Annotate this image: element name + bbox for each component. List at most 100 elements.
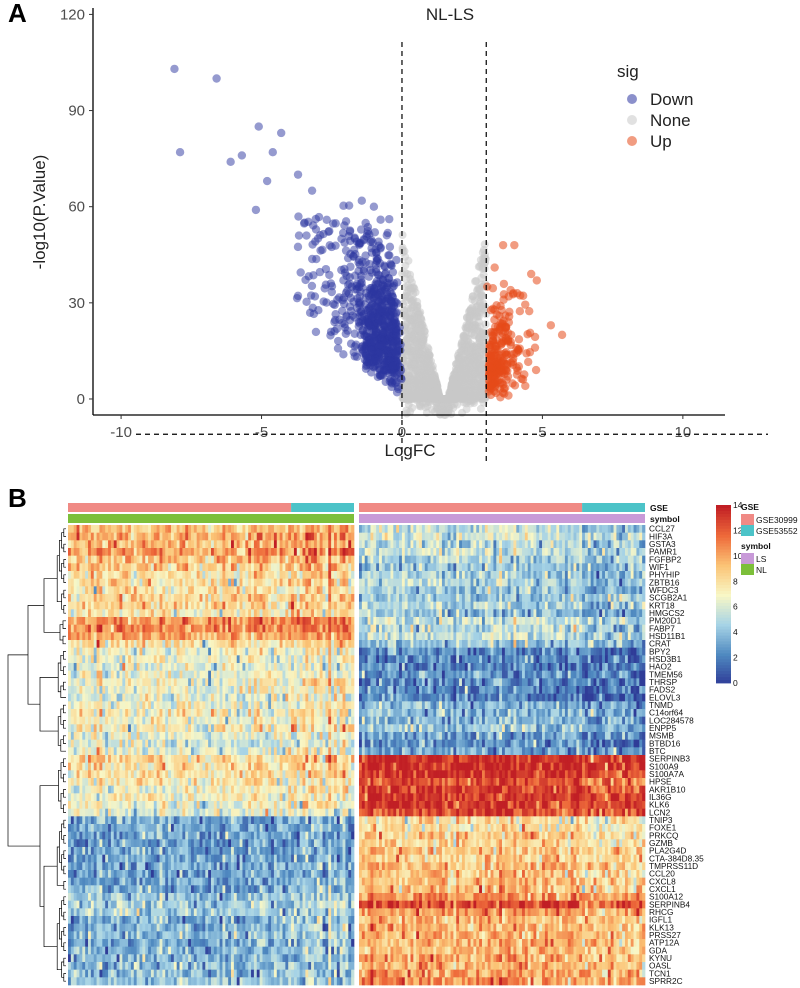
heatmap-cell [539, 532, 543, 541]
heatmap-cell [461, 609, 466, 618]
heatmap-cell [231, 563, 235, 572]
heatmap-cell [156, 532, 160, 541]
heatmap-cell [185, 563, 189, 572]
heatmap-cell [119, 578, 123, 587]
heatmap-cell [211, 594, 215, 603]
heatmap-cell [331, 578, 335, 587]
dendrogram-branch [58, 769, 61, 802]
dendrogram-branch [57, 662, 61, 693]
heatmap-cell [633, 555, 637, 564]
heatmap-cell [496, 609, 500, 618]
none-point [410, 360, 419, 369]
heatmap-cell [481, 540, 486, 549]
heatmap-cell [399, 563, 403, 572]
heatmap-cell [450, 586, 454, 595]
heatmap-cell [373, 571, 377, 580]
down-point [376, 215, 385, 224]
heatmap-cell [473, 555, 477, 564]
dendrogram-branch [60, 654, 64, 672]
heatmap-cell [379, 601, 383, 610]
heatmap-cell [231, 609, 235, 618]
heatmap-cell [262, 578, 266, 587]
heatmap-cell [88, 540, 92, 549]
dendrogram-branch [56, 846, 64, 886]
heatmap-cell [470, 571, 474, 580]
heatmap-cell [639, 532, 643, 541]
heatmap-cell [396, 532, 400, 541]
heatmap-cell [602, 555, 606, 564]
heatmap-cell [401, 578, 406, 587]
heatmap-cell [293, 571, 298, 580]
heatmap-cell [202, 594, 206, 603]
heatmap-cell [376, 540, 380, 549]
heatmap-cell [133, 586, 137, 595]
heatmap-cell [199, 594, 203, 603]
heatmap-cell [579, 601, 583, 610]
heatmap-cell [410, 586, 414, 595]
heatmap-cell [136, 548, 140, 557]
heatmap-cell [273, 540, 278, 549]
heatmap-cell [282, 609, 286, 618]
heatmap-cell [165, 586, 169, 595]
heatmap-cell [282, 540, 286, 549]
heatmap-cell [225, 594, 229, 603]
heatmap-cell [513, 594, 517, 603]
heatmap-cell [339, 594, 343, 603]
legend-none-label: None [650, 111, 691, 130]
heatmap-cell [156, 601, 160, 610]
heatmap-cell [259, 555, 263, 564]
down-point [346, 339, 356, 348]
heatmap-cell [88, 555, 92, 564]
heatmap-cell [573, 594, 577, 603]
none-point [404, 381, 413, 390]
heatmap-cell [399, 548, 403, 557]
heatmap-cell [624, 532, 629, 541]
heatmap-cell [361, 532, 366, 541]
heatmap-cell [427, 609, 431, 618]
heatmap-cell [464, 586, 469, 595]
heatmap-cell [573, 532, 577, 541]
heatmap-cell [559, 563, 563, 572]
heatmap-cell [225, 532, 229, 541]
heatmap-cell [424, 540, 428, 549]
heatmap-cell [499, 601, 503, 610]
heatmap-cell [379, 555, 383, 564]
heatmap-cell [276, 532, 280, 541]
heatmap-cell [410, 609, 414, 618]
heatmap-cell [436, 555, 440, 564]
heatmap-cell [559, 578, 563, 587]
heatmap-cell [370, 555, 374, 564]
heatmap-cell [276, 548, 280, 557]
heatmap-cell [624, 586, 629, 595]
heatmap-cell [399, 532, 403, 541]
up-point [530, 343, 540, 352]
heatmap-cell [202, 609, 206, 618]
heatmap-cell [119, 563, 123, 572]
heatmap-cell [387, 525, 391, 534]
heatmap-cell [624, 578, 629, 587]
heatmap-cell [342, 532, 346, 541]
down-point [301, 275, 310, 285]
heatmap-cell [613, 578, 617, 587]
heatmap-cell [387, 609, 391, 618]
heatmap-cell [119, 586, 123, 595]
heatmap-cell [196, 563, 200, 572]
heatmap-cell [279, 578, 283, 587]
heatmap-cell [236, 555, 240, 564]
x-tick-label: 10 [675, 424, 692, 441]
heatmap-cell [162, 571, 166, 580]
heatmap-cell [401, 609, 406, 618]
heatmap-cell [173, 548, 178, 557]
heatmap-cell [430, 555, 434, 564]
heatmap-cell [550, 571, 554, 580]
heatmap-cell [68, 594, 72, 603]
heatmap-cell [619, 578, 623, 587]
heatmap-cell [248, 525, 252, 534]
heatmap-cell [170, 540, 175, 549]
heatmap-cell [393, 532, 397, 541]
none-point [419, 355, 428, 364]
heatmap-cell [424, 532, 428, 541]
heatmap-cell [373, 601, 377, 610]
dendrogram-branch [63, 543, 66, 553]
heatmap-cell [607, 601, 612, 610]
